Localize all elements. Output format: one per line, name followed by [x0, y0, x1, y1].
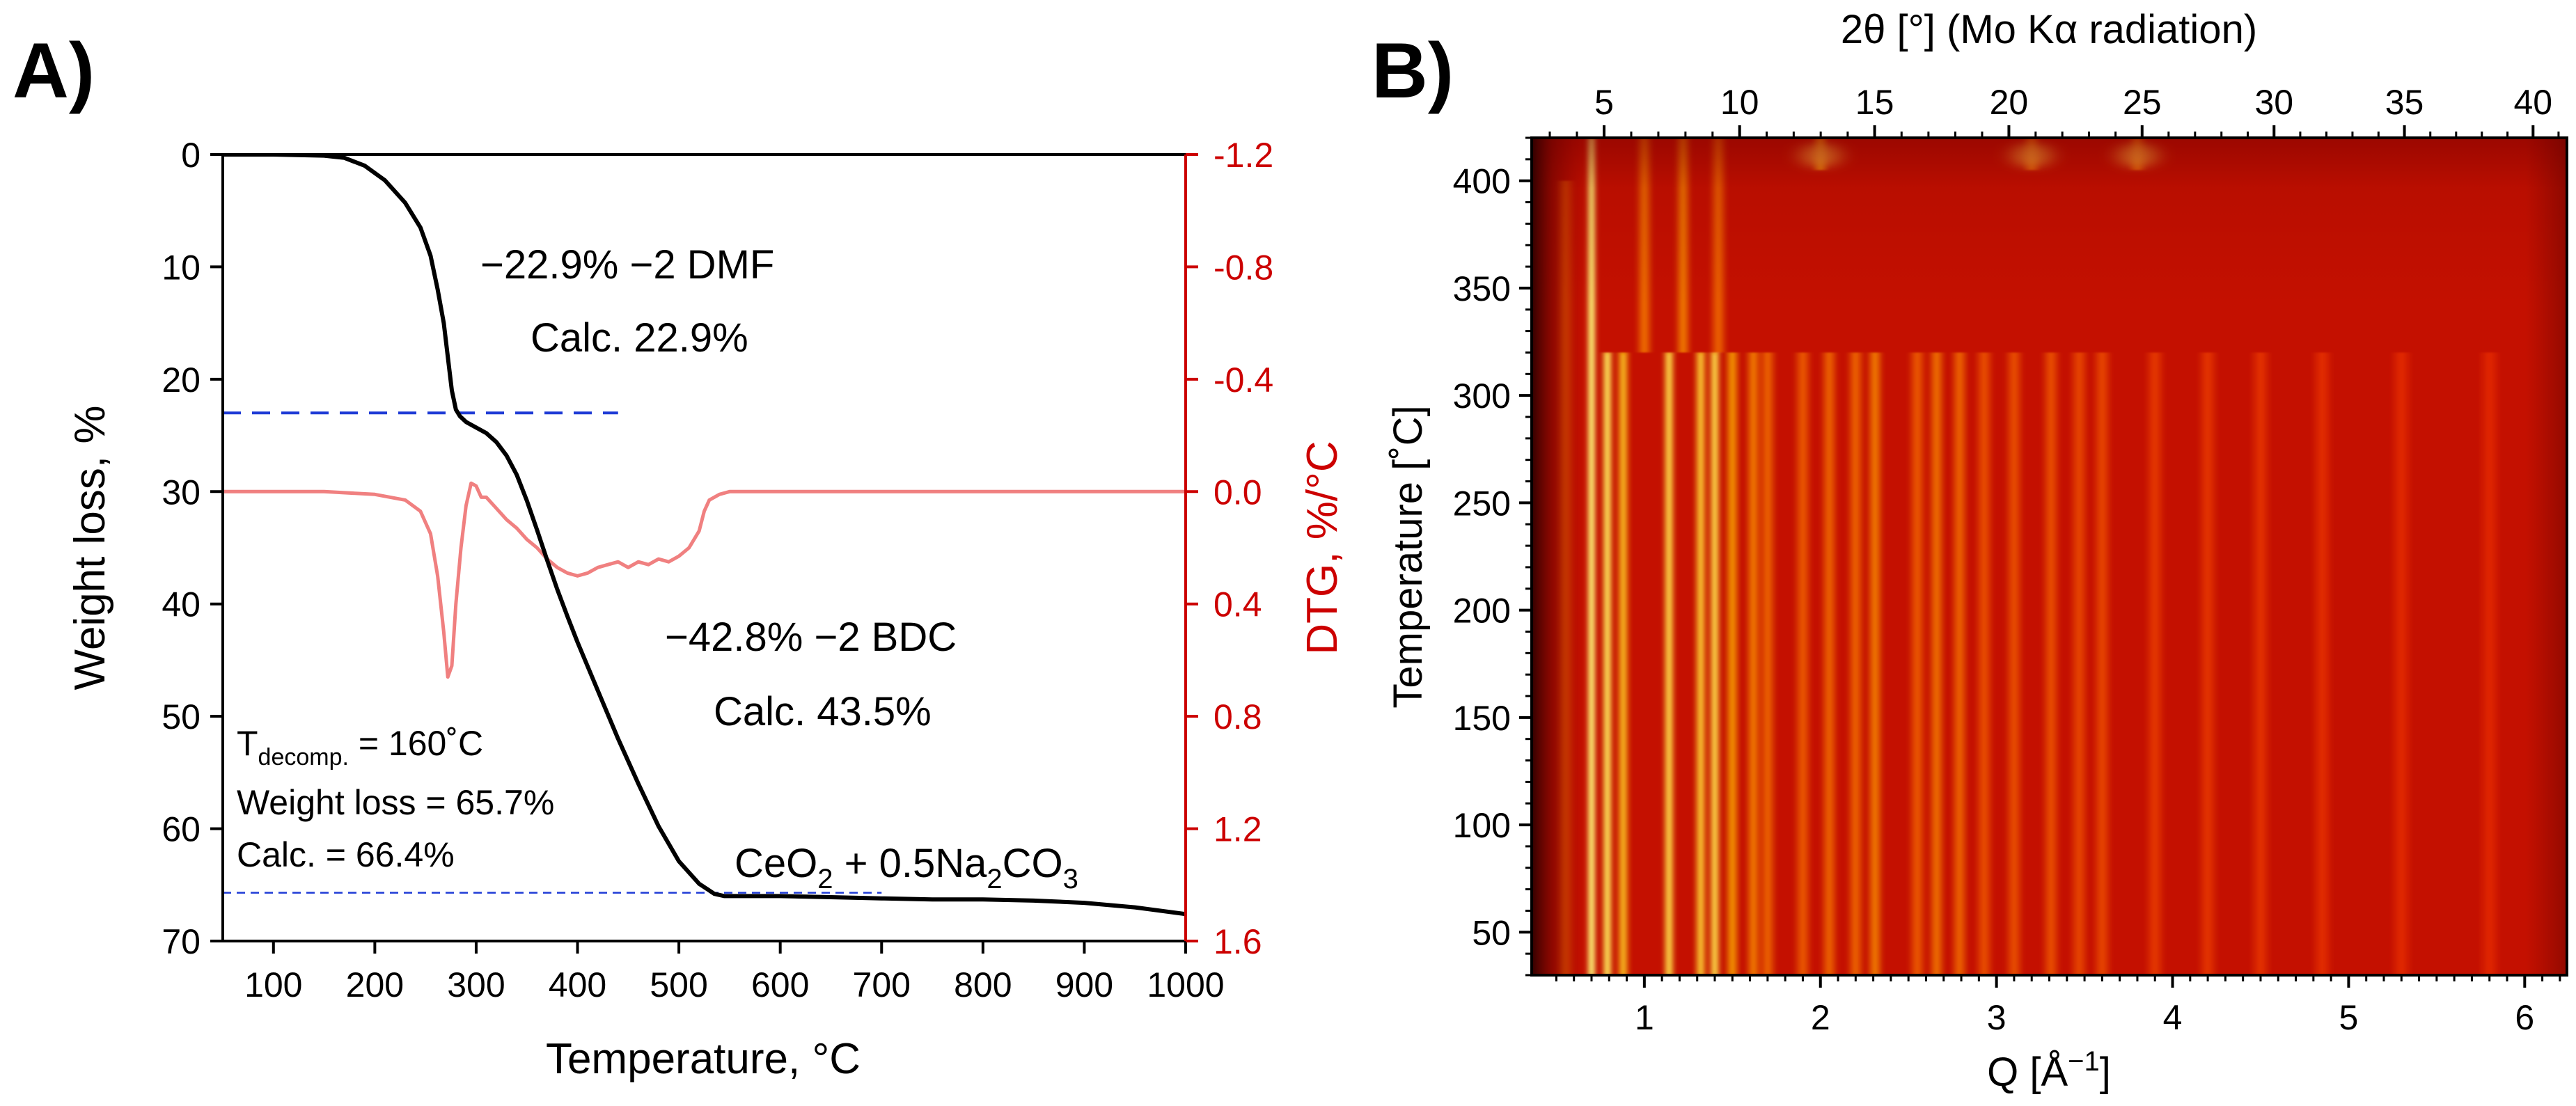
- y-tick-label: 10: [162, 248, 201, 287]
- x-tick-label: 600: [751, 965, 809, 1004]
- y-tick-label: 20: [162, 361, 201, 400]
- temperature-tick-label: 150: [1453, 699, 1511, 738]
- heatmap-side-shade: [1532, 138, 2567, 975]
- x-tick-label: 500: [650, 965, 707, 1004]
- tga-curve: [223, 155, 1186, 917]
- x-tick-label: 400: [549, 965, 606, 1004]
- x-tick-label: 900: [1055, 965, 1113, 1004]
- panel-b-heatmap: B) 1 2 3 4 5 6 50 100 150 200 250 300 350 400 5 10 15 2…: [1372, 7, 2568, 1095]
- q-tick-label: 3: [1987, 998, 2006, 1037]
- q-tick-label: 1: [1635, 998, 1654, 1037]
- y-tick-label: 0: [181, 136, 201, 175]
- x-axis-ticks: 100 200 300 400 500 600 700 800 900 1000: [244, 941, 1225, 1004]
- annotation-bdc-loss: −42.8% −2 BDC: [665, 615, 957, 660]
- dtg-tick-label: -0.8: [1214, 248, 1273, 287]
- temperature-tick-label: 350: [1453, 269, 1511, 308]
- x-tick-label: 200: [346, 965, 404, 1004]
- dtg-axis-ticks: -1.2 -0.8 -0.4 0.0 0.4 0.8 1.2 1.6: [1186, 136, 1273, 961]
- dtg-tick-label: -1.2: [1214, 136, 1273, 175]
- x-tick-label: 100: [244, 965, 302, 1004]
- y-tick-label: 40: [162, 585, 201, 624]
- annotation-calc-total: Calc. = 66.4%: [237, 835, 455, 874]
- annotation-t-decomp: Tdecomp. = 160˚C: [237, 724, 483, 771]
- panel-a-label: A): [13, 27, 95, 114]
- y-axis-label: Weight loss, %: [66, 406, 114, 690]
- top-axis-label: 2θ [°] (Mo Kα radiation): [1841, 7, 2257, 52]
- q-tick-label: 5: [2339, 998, 2359, 1037]
- tga-series: [223, 155, 1186, 917]
- x-tick-label: 300: [447, 965, 505, 1004]
- temperature-tick-label: 100: [1453, 806, 1511, 845]
- two-theta-tick-label: 25: [2123, 83, 2162, 122]
- x-tick-label: 700: [853, 965, 911, 1004]
- y-tick-label: 50: [162, 697, 201, 736]
- annotation-weight-loss: Weight loss = 65.7%: [237, 783, 554, 822]
- x-axis-label: Temperature, °C: [546, 1035, 861, 1083]
- dtg-series: [223, 481, 1186, 679]
- y-tick-label: 70: [162, 922, 201, 961]
- two-theta-tick-label: 30: [2254, 83, 2293, 122]
- q-tick-label: 6: [2515, 998, 2534, 1037]
- y-tick-label: 60: [162, 810, 201, 849]
- two-theta-axis-ticks: 5 10 15 20 25 30 35 40: [1548, 83, 2560, 138]
- dtg-tick-label: -0.4: [1214, 361, 1273, 400]
- q-tick-label: 2: [1811, 998, 1830, 1037]
- temperature-tick-label: 300: [1453, 377, 1511, 416]
- temperature-tick-label: 400: [1453, 162, 1511, 201]
- y-tick-label: 30: [162, 473, 201, 512]
- annotation-bdc-calc: Calc. 43.5%: [714, 689, 932, 734]
- two-theta-tick-label: 40: [2514, 83, 2553, 122]
- panel-a-tga-dtg: A) 100 200 300 400 500 600 700 800 900 1000 0 10 20…: [13, 27, 1346, 1083]
- two-theta-tick-label: 20: [1990, 83, 2029, 122]
- two-theta-tick-label: 5: [1594, 83, 1614, 122]
- q-axis-label: Q [Å−1]: [1987, 1046, 2111, 1095]
- x-tick-label: 1000: [1147, 965, 1224, 1004]
- two-theta-tick-label: 15: [1855, 83, 1894, 122]
- temperature-tick-label: 250: [1453, 484, 1511, 523]
- annotation-dmf-calc: Calc. 22.9%: [531, 315, 748, 361]
- annotation-residue: CeO2 + 0.5Na2CO3: [735, 841, 1078, 894]
- panel-b-label: B): [1372, 27, 1454, 114]
- temperature-axis-label: Temperature [˚C]: [1385, 405, 1431, 708]
- dtg-tick-label: 0.4: [1214, 585, 1262, 624]
- two-theta-tick-label: 10: [1720, 83, 1759, 122]
- dtg-tick-label: 1.2: [1214, 810, 1262, 849]
- annotation-dmf-loss: −22.9% −2 DMF: [480, 242, 774, 287]
- two-theta-tick-label: 35: [2385, 83, 2424, 122]
- temperature-tick-label: 200: [1453, 592, 1511, 631]
- dtg-axis-label: DTG, %/°C: [1298, 441, 1346, 654]
- dtg-tick-label: 1.6: [1214, 922, 1262, 961]
- dtg-curve: [223, 481, 1186, 679]
- temperature-tick-label: 50: [1472, 913, 1511, 952]
- q-axis-ticks: 1 2 3 4 5 6: [1555, 975, 2561, 1037]
- temperature-axis-ticks: 50 100 150 200 250 300 350 400: [1453, 136, 1532, 977]
- x-tick-label: 800: [954, 965, 1012, 1004]
- y-axis-ticks: 0 10 20 30 40 50 60 70: [162, 136, 223, 961]
- q-tick-label: 4: [2163, 998, 2183, 1037]
- dtg-tick-label: 0.0: [1214, 473, 1262, 512]
- dtg-tick-label: 0.8: [1214, 697, 1262, 736]
